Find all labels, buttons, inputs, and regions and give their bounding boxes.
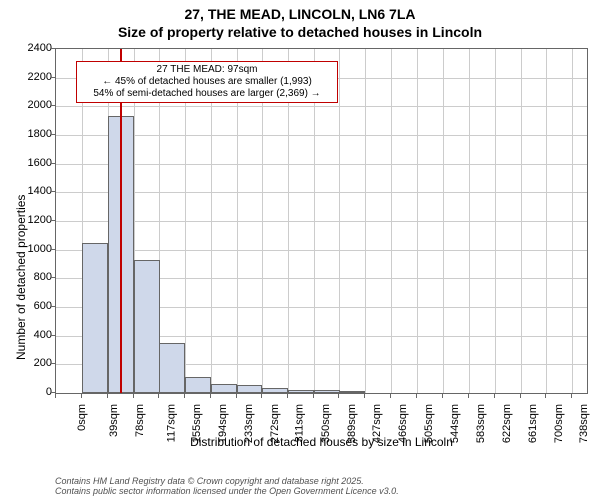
chart-title-line1: 27, THE MEAD, LINCOLN, LN6 7LA bbox=[0, 6, 600, 22]
histogram-bar bbox=[134, 260, 160, 393]
y-tick-label: 2200 bbox=[28, 71, 52, 83]
x-tick-mark bbox=[236, 394, 237, 398]
x-tick-mark bbox=[55, 394, 56, 398]
gridline-v bbox=[417, 49, 418, 393]
x-tick-mark bbox=[287, 394, 288, 398]
y-tick-label: 2000 bbox=[28, 99, 52, 111]
x-tick-mark bbox=[390, 394, 391, 398]
histogram-bar bbox=[237, 385, 263, 393]
chart-title-line2: Size of property relative to detached ho… bbox=[0, 24, 600, 40]
y-tick-label: 400 bbox=[34, 329, 52, 341]
y-tick-label: 1600 bbox=[28, 157, 52, 169]
y-tick-label: 1200 bbox=[28, 214, 52, 226]
y-tick-label: 600 bbox=[34, 300, 52, 312]
x-tick-mark bbox=[468, 394, 469, 398]
gridline-v bbox=[443, 49, 444, 393]
gridline-h bbox=[56, 106, 587, 107]
gridline-v bbox=[339, 49, 340, 393]
x-tick-mark bbox=[364, 394, 365, 398]
gridline-h bbox=[56, 192, 587, 193]
histogram-bar bbox=[211, 384, 237, 393]
x-tick-mark bbox=[520, 394, 521, 398]
gridline-v bbox=[572, 49, 573, 393]
attribution-line1: Contains HM Land Registry data © Crown c… bbox=[55, 476, 399, 486]
x-tick-label: 0sqm bbox=[76, 404, 88, 431]
x-tick-mark bbox=[545, 394, 546, 398]
y-tick-label: 1400 bbox=[28, 185, 52, 197]
histogram-bar bbox=[314, 390, 340, 393]
histogram-bar bbox=[288, 390, 314, 393]
attribution: Contains HM Land Registry data © Crown c… bbox=[55, 476, 399, 496]
gridline-v bbox=[391, 49, 392, 393]
gridline-h bbox=[56, 135, 587, 136]
x-tick-mark bbox=[81, 394, 82, 398]
gridline-v bbox=[469, 49, 470, 393]
plot-area: 27 THE MEAD: 97sqm← 45% of detached hous… bbox=[55, 48, 588, 394]
annotation-line: ← 45% of detached houses are smaller (1,… bbox=[81, 76, 333, 88]
gridline-h bbox=[56, 164, 587, 165]
x-tick-mark bbox=[338, 394, 339, 398]
histogram-bar bbox=[262, 388, 288, 393]
y-axis-label: Number of detached properties bbox=[14, 195, 28, 360]
histogram-bar bbox=[159, 343, 185, 393]
x-tick-mark bbox=[210, 394, 211, 398]
y-tick-label: 2400 bbox=[28, 42, 52, 54]
x-tick-mark bbox=[442, 394, 443, 398]
x-tick-mark bbox=[184, 394, 185, 398]
annotation-line: 27 THE MEAD: 97sqm bbox=[81, 64, 333, 76]
chart-root: 27, THE MEAD, LINCOLN, LN6 7LA Size of p… bbox=[0, 0, 600, 500]
x-tick-mark bbox=[571, 394, 572, 398]
x-tick-mark bbox=[133, 394, 134, 398]
gridline-v bbox=[546, 49, 547, 393]
y-tick-label: 1000 bbox=[28, 243, 52, 255]
attribution-line2: Contains public sector information licen… bbox=[55, 486, 399, 496]
x-tick-mark bbox=[416, 394, 417, 398]
y-tick-label: 200 bbox=[34, 357, 52, 369]
x-tick-mark bbox=[313, 394, 314, 398]
gridline-v bbox=[495, 49, 496, 393]
histogram-bar bbox=[185, 377, 211, 393]
gridline-v bbox=[365, 49, 366, 393]
y-tick-label: 1800 bbox=[28, 128, 52, 140]
y-tick-label: 800 bbox=[34, 271, 52, 283]
gridline-v bbox=[521, 49, 522, 393]
gridline-h bbox=[56, 221, 587, 222]
x-tick-mark bbox=[494, 394, 495, 398]
x-tick-mark bbox=[261, 394, 262, 398]
annotation-line: 54% of semi-detached houses are larger (… bbox=[81, 88, 333, 100]
annotation-box: 27 THE MEAD: 97sqm← 45% of detached hous… bbox=[76, 61, 338, 103]
x-tick-label: 39sqm bbox=[108, 404, 120, 437]
x-tick-mark bbox=[158, 394, 159, 398]
x-axis-label: Distribution of detached houses by size … bbox=[55, 435, 588, 449]
x-tick-mark bbox=[107, 394, 108, 398]
histogram-bar bbox=[82, 243, 108, 394]
gridline-h bbox=[56, 250, 587, 251]
histogram-bar bbox=[339, 391, 365, 393]
x-tick-label: 78sqm bbox=[134, 404, 146, 437]
